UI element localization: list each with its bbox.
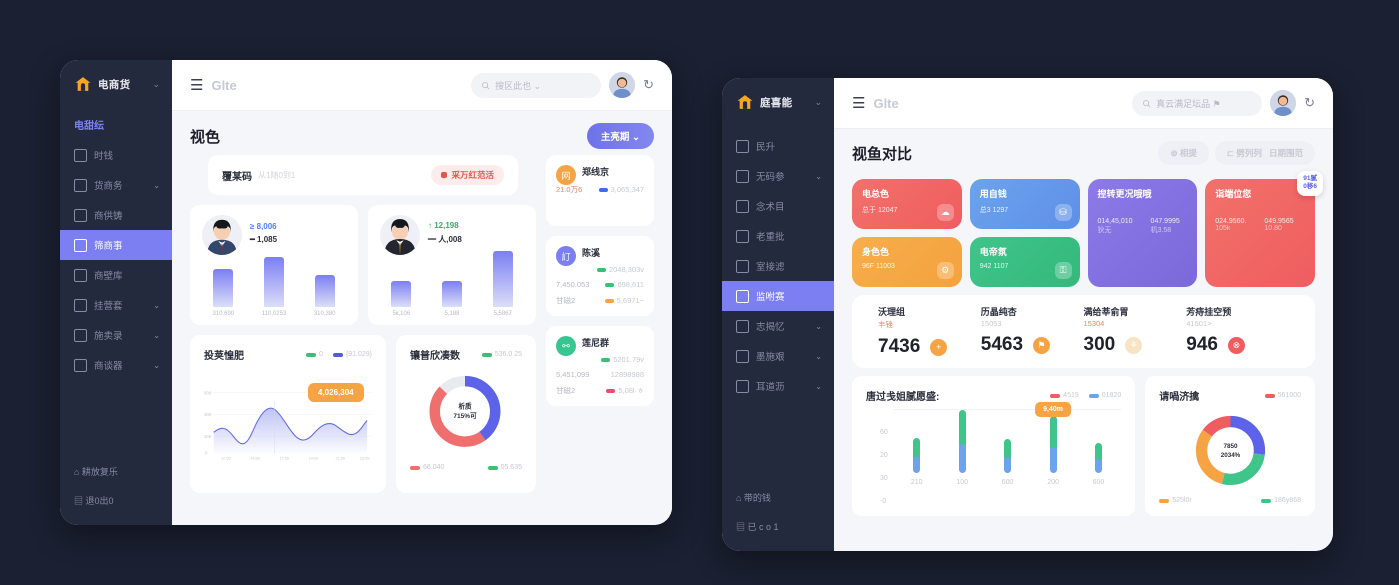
svg-text:17:00: 17:00 bbox=[279, 456, 289, 461]
svg-text:500: 500 bbox=[204, 390, 212, 395]
svg-text:12:00: 12:00 bbox=[221, 456, 231, 461]
svg-text:2034%: 2034% bbox=[1220, 452, 1240, 459]
svg-text:7850: 7850 bbox=[1223, 443, 1237, 450]
svg-text:19:00: 19:00 bbox=[309, 456, 319, 461]
svg-text:300: 300 bbox=[204, 412, 212, 417]
svg-text:析质: 析质 bbox=[458, 402, 472, 411]
svg-text:715%可: 715%可 bbox=[453, 412, 477, 420]
svg-text:100: 100 bbox=[204, 434, 212, 439]
svg-text:21:00: 21:00 bbox=[335, 456, 345, 461]
svg-text:23:59: 23:59 bbox=[360, 456, 370, 461]
svg-text:14:00: 14:00 bbox=[250, 456, 260, 461]
svg-text:0: 0 bbox=[205, 451, 208, 456]
